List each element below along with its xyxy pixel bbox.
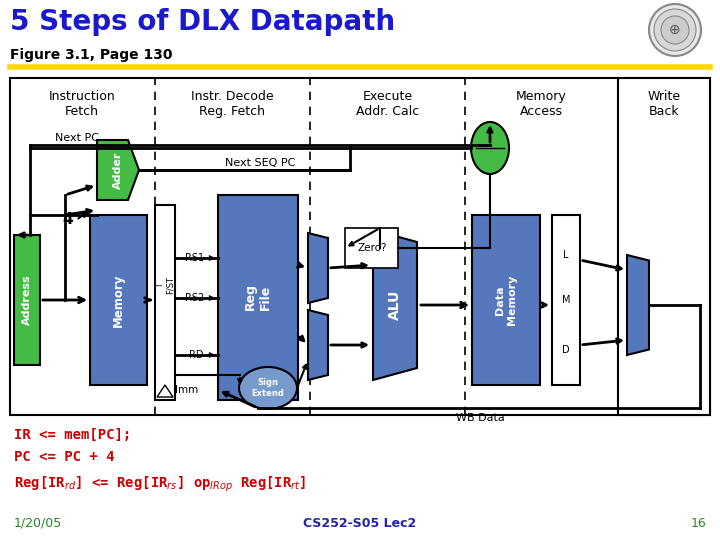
Ellipse shape (239, 367, 297, 409)
Text: Next PC: Next PC (55, 133, 99, 143)
Text: Memory
Access: Memory Access (516, 90, 567, 118)
Text: D: D (562, 345, 570, 355)
Text: Reg[IR$_{rd}$] <= Reg[IR$_{rs}$] op$_{IRop}$ Reg[IR$_{rt}$]: Reg[IR$_{rd}$] <= Reg[IR$_{rs}$] op$_{IR… (14, 475, 306, 494)
Text: L: L (563, 250, 569, 260)
Ellipse shape (654, 9, 696, 51)
Text: IR <= mem[PC];: IR <= mem[PC]; (14, 428, 131, 442)
Text: M: M (562, 295, 570, 305)
FancyBboxPatch shape (218, 195, 298, 400)
Text: WB Data: WB Data (456, 413, 505, 423)
Text: RD: RD (189, 350, 204, 360)
FancyBboxPatch shape (345, 228, 398, 268)
Text: Data
Memory: Data Memory (495, 275, 517, 325)
Text: Zero?: Zero? (357, 243, 387, 253)
Text: Instruction
Fetch: Instruction Fetch (49, 90, 115, 118)
Polygon shape (308, 233, 328, 303)
Text: Memory: Memory (112, 273, 125, 327)
Polygon shape (308, 310, 328, 380)
Ellipse shape (661, 16, 689, 44)
Text: RS1: RS1 (185, 253, 204, 263)
FancyBboxPatch shape (618, 78, 710, 415)
Ellipse shape (649, 4, 701, 56)
Text: Execute
Addr. Calc: Execute Addr. Calc (356, 90, 420, 118)
Text: ⊕: ⊕ (669, 23, 681, 37)
Text: Sign
Extend: Sign Extend (251, 379, 284, 397)
Text: Imm: Imm (175, 385, 198, 395)
FancyBboxPatch shape (14, 235, 40, 365)
Polygon shape (627, 255, 649, 355)
Text: Figure 3.1, Page 130: Figure 3.1, Page 130 (10, 48, 173, 62)
Text: RS2: RS2 (185, 293, 204, 303)
Text: Reg
File: Reg File (244, 284, 272, 310)
Text: Write
Back: Write Back (647, 90, 680, 118)
Polygon shape (97, 140, 139, 200)
Text: 1/20/05: 1/20/05 (14, 517, 62, 530)
Text: 16: 16 (690, 517, 706, 530)
Text: 4: 4 (63, 213, 73, 227)
FancyBboxPatch shape (10, 78, 710, 415)
Polygon shape (373, 230, 417, 380)
Text: PC <= PC + 4: PC <= PC + 4 (14, 450, 114, 464)
Text: Next SEQ PC: Next SEQ PC (225, 158, 295, 168)
Text: Instr. Decode
Reg. Fetch: Instr. Decode Reg. Fetch (191, 90, 274, 118)
Text: CS252-S05 Lec2: CS252-S05 Lec2 (303, 517, 417, 530)
Polygon shape (157, 385, 173, 397)
FancyBboxPatch shape (155, 205, 175, 400)
FancyBboxPatch shape (90, 215, 147, 385)
Text: ALU: ALU (388, 290, 402, 320)
Text: I
F/ST: I F/ST (156, 276, 175, 294)
FancyBboxPatch shape (472, 215, 540, 385)
Text: Adder: Adder (113, 151, 123, 188)
Text: 5 Steps of DLX Datapath: 5 Steps of DLX Datapath (10, 8, 395, 36)
FancyBboxPatch shape (552, 215, 580, 385)
Ellipse shape (471, 122, 509, 174)
Text: Address: Address (22, 275, 32, 325)
